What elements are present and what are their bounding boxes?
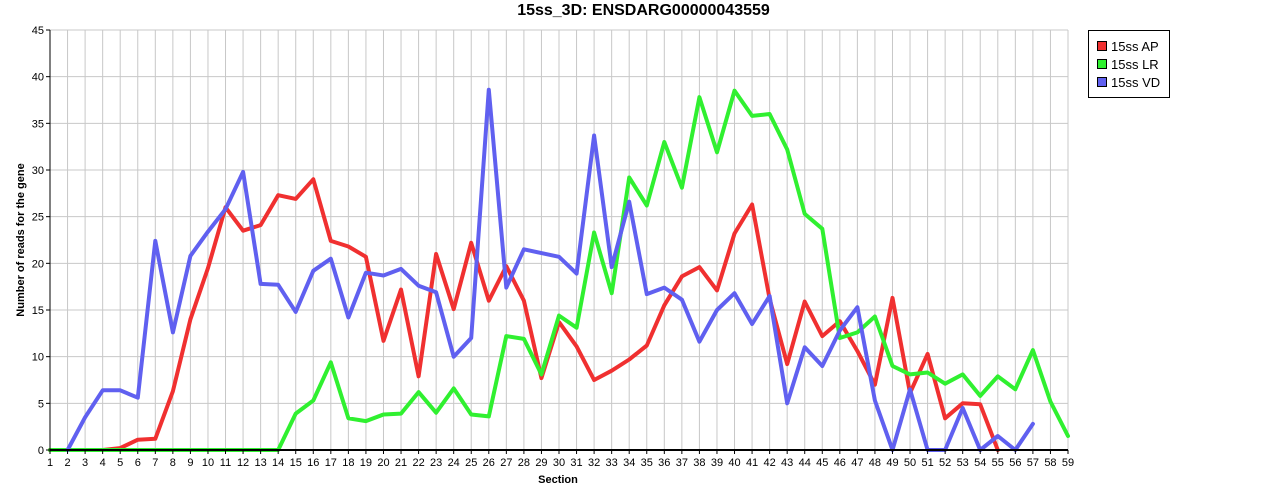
- x-tick-label: 43: [781, 457, 793, 469]
- x-tick-label: 18: [342, 457, 354, 469]
- x-tick-label: 33: [606, 457, 618, 469]
- x-tick-label: 51: [921, 457, 933, 469]
- x-tick-label: 36: [658, 457, 670, 469]
- x-tick-label: 7: [152, 457, 158, 469]
- legend-label-ap: 15ss AP: [1111, 38, 1159, 54]
- y-axis-label: Number of reads for the gene: [15, 163, 27, 316]
- x-tick-label: 9: [187, 457, 193, 469]
- x-tick-label: 26: [483, 457, 495, 469]
- x-tick-label: 35: [641, 457, 653, 469]
- x-tick-label: 29: [535, 457, 547, 469]
- x-tick-label: 54: [974, 457, 986, 469]
- x-tick-label: 59: [1062, 457, 1074, 469]
- x-tick-label: 41: [746, 457, 758, 469]
- y-tick-label: 0: [38, 445, 44, 457]
- x-tick-label: 23: [430, 457, 442, 469]
- legend-item-lr[interactable]: 15ss LR: [1097, 55, 1169, 73]
- x-tick-label: 31: [570, 457, 582, 469]
- x-tick-label: 2: [64, 457, 70, 469]
- x-tick-label: 21: [395, 457, 407, 469]
- x-tick-label: 10: [202, 457, 214, 469]
- legend-item-vd[interactable]: 15ss VD: [1097, 73, 1169, 91]
- legend-swatch-lr: [1097, 59, 1107, 69]
- x-tick-label: 4: [100, 457, 106, 469]
- x-tick-label: 16: [307, 457, 319, 469]
- x-tick-label: 47: [851, 457, 863, 469]
- series-15ss-ap: [48, 177, 1000, 452]
- x-tick-label: 49: [886, 457, 898, 469]
- chart-title: 15ss_3D: ENSDARG00000043559: [517, 2, 770, 19]
- x-tick-label: 39: [711, 457, 723, 469]
- x-tick-label: 20: [377, 457, 389, 469]
- x-tick-label: 12: [237, 457, 249, 469]
- x-tick-label: 14: [272, 457, 284, 469]
- x-tick-label: 56: [1009, 457, 1021, 469]
- x-tick-label: 57: [1027, 457, 1039, 469]
- legend-label-lr: 15ss LR: [1111, 56, 1159, 72]
- x-tick-label: 38: [693, 457, 705, 469]
- y-tick-label: 40: [32, 72, 44, 84]
- x-tick-label: 28: [518, 457, 530, 469]
- series-line: [65, 87, 1035, 452]
- y-tick-label: 20: [32, 258, 44, 270]
- x-tick-label: 27: [500, 457, 512, 469]
- y-tick-label: 45: [32, 25, 44, 37]
- y-tick-label: 30: [32, 165, 44, 177]
- x-tick-label: 17: [325, 457, 337, 469]
- series-line: [48, 177, 1000, 452]
- x-tick-label: 53: [957, 457, 969, 469]
- x-tick-label: 15: [290, 457, 302, 469]
- x-tick-label: 5: [117, 457, 123, 469]
- x-tick-label: 22: [412, 457, 424, 469]
- x-tick-label: 30: [553, 457, 565, 469]
- x-tick-label: 37: [676, 457, 688, 469]
- x-tick-label: 50: [904, 457, 916, 469]
- y-tick-labels: 0 5 10 15 20 25 30 35 40 45: [32, 25, 44, 457]
- grid: [49, 29, 1069, 451]
- x-tick-label: 40: [728, 457, 740, 469]
- x-tick-label: 6: [135, 457, 141, 469]
- x-tick-label: 25: [465, 457, 477, 469]
- legend-swatch-ap: [1097, 41, 1107, 51]
- x-tick-label: 34: [623, 457, 635, 469]
- x-tick-label: 58: [1044, 457, 1056, 469]
- x-tick-label: 52: [939, 457, 951, 469]
- x-tick-label: 44: [799, 457, 811, 469]
- legend-label-vd: 15ss VD: [1111, 74, 1161, 90]
- x-tick-label: 13: [254, 457, 266, 469]
- x-tick-label: 42: [763, 457, 775, 469]
- legend: 15ss AP 15ss LR 15ss VD: [1088, 30, 1170, 98]
- x-tick-label: 3: [82, 457, 88, 469]
- series-15ss-vd: [65, 87, 1035, 452]
- x-tick-label: 48: [869, 457, 881, 469]
- y-tick-label: 15: [32, 305, 44, 317]
- x-tick-label: 45: [816, 457, 828, 469]
- x-tick-label: 11: [220, 457, 231, 469]
- x-tick-label: 1: [47, 457, 53, 469]
- y-tick-label: 35: [32, 118, 44, 130]
- legend-swatch-vd: [1097, 77, 1107, 87]
- x-tick-label: 46: [834, 457, 846, 469]
- axes: [46, 29, 1069, 454]
- x-tick-label: 8: [170, 457, 176, 469]
- x-tick-labels: 1 2 3 4 5 6 7 8 9 10 11 12 13 14 15 16 17 18 19 20 21 22 23 24 2…: [47, 457, 1074, 469]
- x-tick-label: 32: [588, 457, 600, 469]
- y-tick-label: 25: [32, 212, 44, 224]
- x-tick-label: 55: [992, 457, 1004, 469]
- y-tick-label: 5: [38, 398, 44, 410]
- y-tick-label: 10: [32, 352, 44, 364]
- x-tick-label: 19: [360, 457, 372, 469]
- legend-item-ap[interactable]: 15ss AP: [1097, 37, 1169, 55]
- x-tick-label: 24: [448, 457, 460, 469]
- x-axis-label: Section: [538, 474, 578, 486]
